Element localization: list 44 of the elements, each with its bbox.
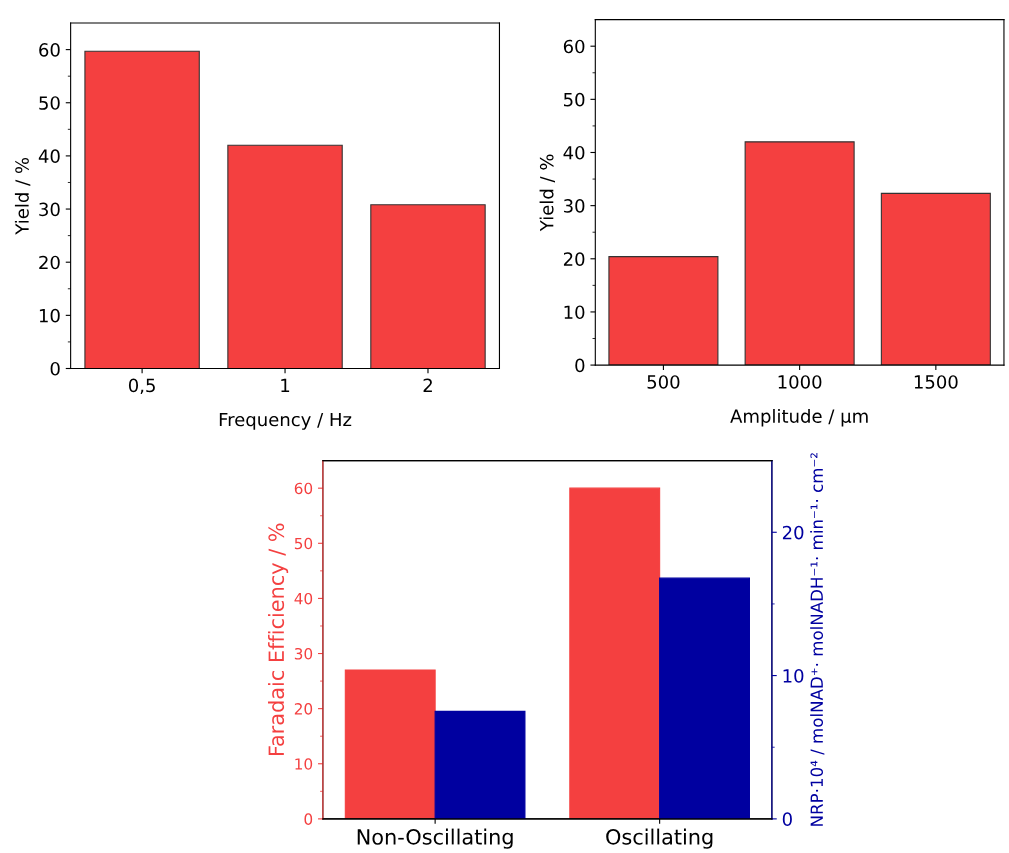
y-tick-label: 50 [39,96,60,110]
bar [608,256,719,366]
y-tick-label: 50 [564,92,585,107]
y-tick-label: 20 [563,252,585,266]
x-axis-title: Amplitude / µm [730,408,868,427]
y-tick-label: 0 [575,358,585,373]
y-tick-label: 30 [294,647,313,660]
y-tick-label: 0 [304,813,313,825]
y-axis-title: Yield / % [539,154,555,232]
bar [227,144,343,369]
y-tick-label: 60 [39,43,60,57]
y-axis-title: Yield / % [14,157,31,235]
y-tick-label: 30 [39,202,60,217]
y-tick-label: 0 [50,361,60,376]
bar [370,204,486,369]
y-tick-label: 20 [39,255,60,270]
y-tick-label: 10 [564,305,585,320]
x-tick-label: Non-Oscillating [357,828,513,849]
x-tick-label: 2 [423,378,432,392]
y-tick-label: 40 [563,145,585,160]
y-tick-label: 60 [294,482,313,495]
bar [84,50,200,369]
y-tick-label: 10 [295,758,313,770]
y2-tick-label: 0 [782,812,792,826]
x-tick-label: 1 [281,378,290,392]
y-tick-label: 50 [294,537,313,550]
x-tick-label: 1000 [778,375,822,389]
y-tick-label: 40 [294,592,313,605]
x-axis-title: Frequency / Hz [219,412,352,430]
bar [880,192,991,366]
y-tick-label: 10 [39,308,60,323]
x-tick-label: Oscillating [606,828,713,849]
x-tick-label: 0,5 [128,378,155,395]
y-tick-label: 60 [563,39,585,54]
bar [744,141,855,366]
y-tick-label: 30 [563,199,585,213]
y2-tick-label: 10 [783,669,804,683]
y-tick-label: 20 [294,703,313,715]
x-tick-label: 1500 [914,375,958,389]
y-axis-title: Faradaic Efficiency / % [268,523,289,756]
y2-tick-label: 20 [782,525,804,540]
y2-axis-title: NRP·10⁴ / molNAD⁺· molNADH⁻¹· min⁻¹· cm⁻² [810,453,825,826]
x-tick-label: 500 [647,375,680,389]
y-tick-label: 40 [38,149,60,164]
